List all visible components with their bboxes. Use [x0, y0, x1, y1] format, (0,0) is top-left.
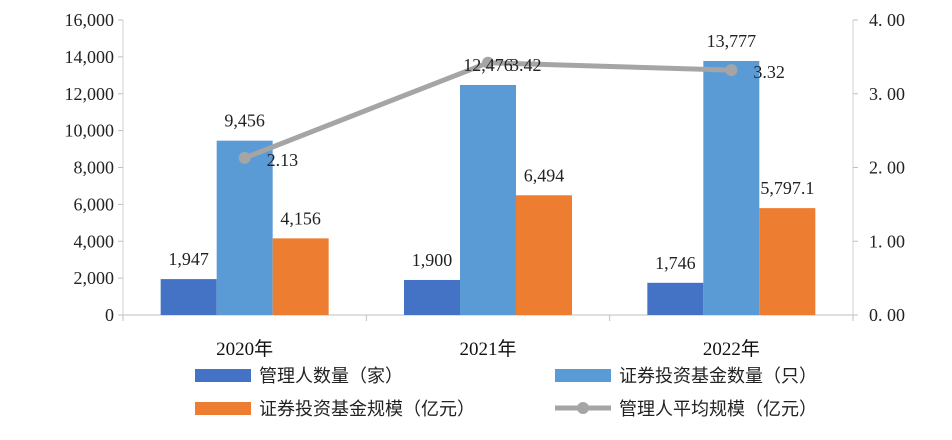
- bar-data-label: 1,746: [655, 253, 696, 273]
- bar-data-label: 1,947: [168, 249, 209, 269]
- y-right-tick-label: 3. 00: [869, 84, 905, 104]
- line-data-label: 3.42: [510, 55, 542, 75]
- bar: [647, 282, 704, 315]
- bar-data-label: 6,494: [524, 165, 565, 185]
- legend-label: 证券投资基金数量（只）: [619, 366, 817, 387]
- line-series: [238, 56, 738, 164]
- y-left-tick-label: 6,000: [74, 194, 115, 214]
- y-right-tick-label: 1. 00: [869, 231, 905, 251]
- legend-label: 证券投资基金规模（亿元）: [259, 399, 475, 420]
- y-right-tick-label: 4. 00: [869, 10, 905, 30]
- x-tick-label: 2022年: [703, 338, 760, 360]
- bar-data-label: 12,476: [463, 55, 513, 75]
- y-left-tick-label: 14,000: [65, 47, 115, 67]
- y-left-tick-label: 4,000: [74, 231, 115, 251]
- bar: [216, 140, 273, 315]
- bar-data-label: 4,156: [280, 208, 321, 228]
- bar: [272, 238, 329, 315]
- legend-label: 管理人数量（家）: [259, 366, 403, 387]
- line-point: [482, 56, 494, 69]
- y-right-tick-label: 0. 00: [869, 305, 905, 325]
- legend: 管理人数量（家） 证券投资基金数量（只） 证券投资基金规模（亿元） 管理人平均规模（亿…: [195, 366, 817, 420]
- line-data-label: 2.13: [267, 150, 299, 170]
- bar: [759, 208, 816, 315]
- y-right-tick-label: 2. 00: [869, 158, 905, 178]
- bar: [160, 279, 217, 315]
- bar: [516, 195, 572, 315]
- bar: [404, 279, 460, 315]
- y-left-tick-label: 0: [105, 305, 114, 325]
- axes: 0 2,000 4,000 6,000 8,000 10,000 12,000 14,000 1…: [65, 10, 906, 360]
- x-tick-label: 2020年: [216, 338, 273, 360]
- line-data-label: 3.32: [753, 62, 785, 82]
- data-labels: 1,947 1,900 1,746 9,456 12,476 13,777 4,156 6,4…: [168, 31, 814, 273]
- legend-swatch: [195, 369, 251, 382]
- bar: [703, 60, 760, 316]
- legend-label: 管理人平均规模（亿元）: [619, 399, 817, 420]
- y-left-tick-label: 8,000: [74, 158, 115, 178]
- bars: [160, 60, 816, 316]
- bar-data-label: 13,777: [707, 31, 757, 51]
- bar: [460, 84, 516, 315]
- line-point: [238, 151, 251, 164]
- bar-data-label: 9,456: [224, 111, 265, 131]
- y-left-tick-label: 10,000: [65, 121, 115, 141]
- bar-data-label: 5,797.1: [760, 178, 814, 198]
- legend-swatch: [195, 402, 251, 415]
- y-left-tick-label: 16,000: [65, 10, 115, 30]
- x-tick-label: 2021年: [459, 338, 516, 360]
- bar-data-label: 1,900: [412, 250, 453, 270]
- legend-swatch: [555, 369, 611, 382]
- line-point: [725, 64, 738, 77]
- y-left-tick-label: 12,000: [65, 84, 115, 104]
- y-left-tick-label: 2,000: [74, 268, 115, 288]
- legend-line-marker: [577, 402, 589, 414]
